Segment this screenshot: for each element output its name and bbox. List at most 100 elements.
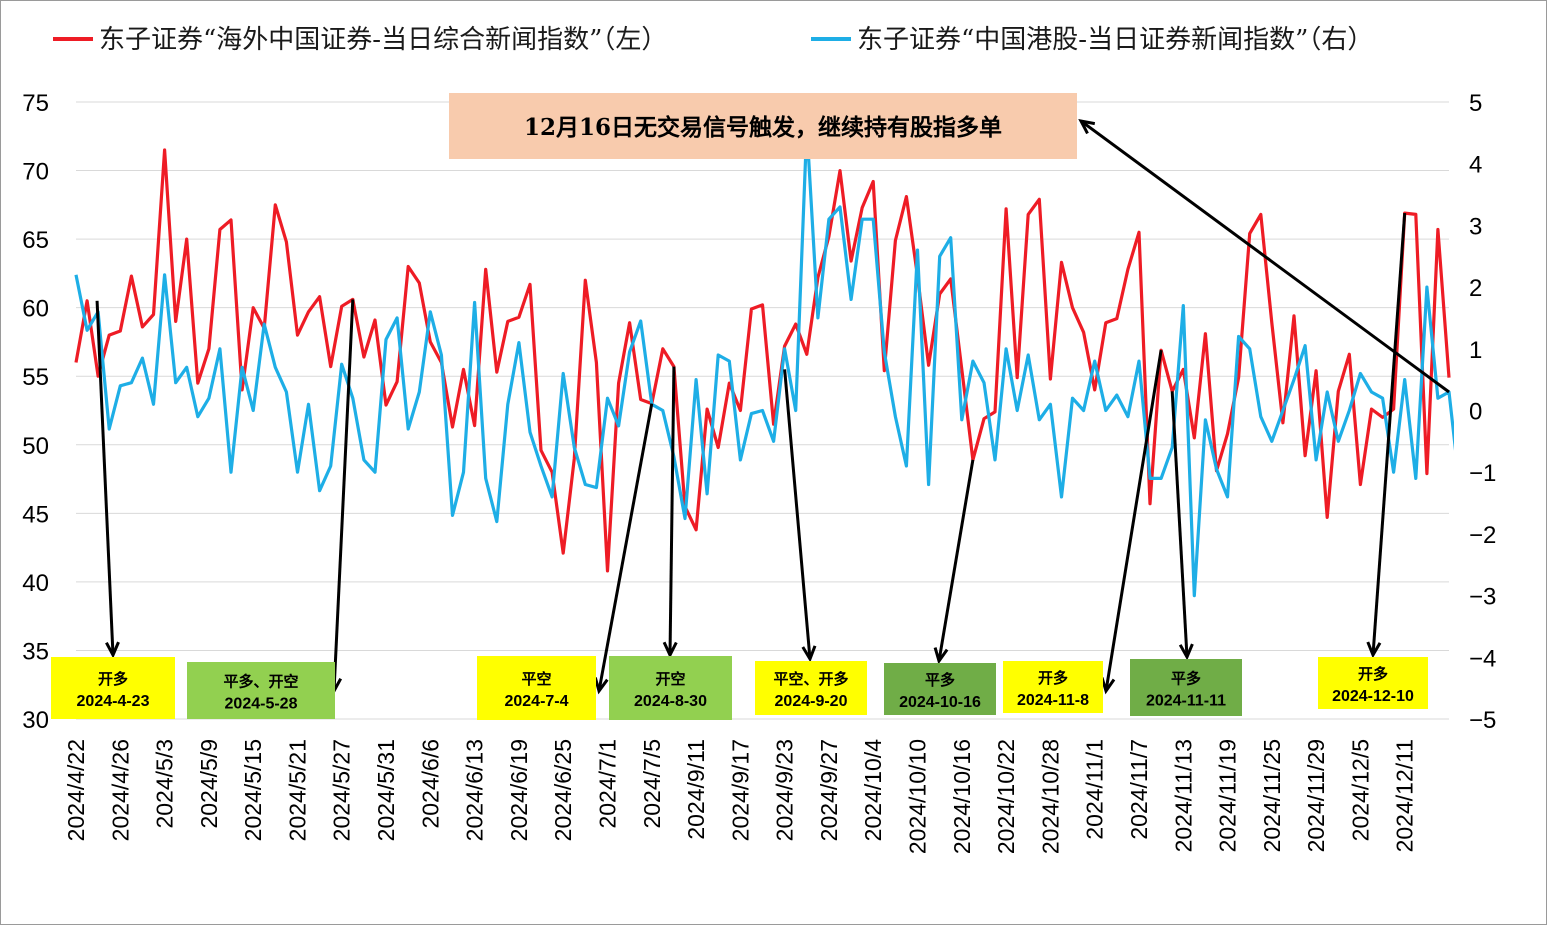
signal-date: 2024-9-20 <box>775 693 848 710</box>
signal-arrow-line <box>1080 119 1450 394</box>
signal-arrow <box>95 300 120 659</box>
y-right-tick-label: 5 <box>1469 90 1482 117</box>
signal-date: 2024-11-8 <box>1017 692 1089 709</box>
signal-box: 平多 2024-10-16 <box>884 663 996 715</box>
signal-action: 平多、开空 <box>223 673 298 691</box>
signal-box: 开多 2024-4-23 <box>51 657 175 719</box>
signal-arrow <box>662 366 678 659</box>
y-right-tick-label: −1 <box>1469 460 1496 487</box>
x-tick-label: 2024/11/29 <box>1303 739 1329 852</box>
signal-arrow <box>1078 118 1450 394</box>
signal-box-bg <box>477 656 596 720</box>
signal-box-bg <box>1003 661 1103 713</box>
x-tick-label: 2024/5/15 <box>240 739 266 841</box>
y-right-tick-label: 1 <box>1469 337 1482 364</box>
signal-box-bg <box>1318 657 1428 709</box>
x-tick-label: 2024/10/22 <box>993 739 1019 854</box>
signal-box: 开空 2024-8-30 <box>609 656 732 720</box>
x-tick-label: 2024/12/11 <box>1392 739 1418 852</box>
signal-arrow-head <box>105 641 120 659</box>
signal-arrow <box>1100 349 1163 695</box>
series-line-right <box>74 125 1454 598</box>
x-tick-label: 2024/11/13 <box>1170 739 1196 852</box>
y-left-tick-label: 75 <box>22 90 49 117</box>
signal-arrow-line <box>1371 212 1407 656</box>
signal-arrows <box>95 118 1450 695</box>
signal-arrow-head <box>933 647 949 665</box>
x-tick-label: 2024/9/11 <box>683 739 709 840</box>
y-right-tick-label: −5 <box>1469 707 1496 734</box>
y-right-tick-label: −4 <box>1469 645 1496 672</box>
x-tick-label: 2024/6/19 <box>506 739 532 841</box>
signal-arrow-head <box>1100 677 1116 695</box>
y-right-tick-label: −2 <box>1469 522 1496 549</box>
y-right-tick-label: −3 <box>1469 584 1496 611</box>
x-axis: 2024/4/22 2024/4/26 2024/5/3 2024/5/9 2024/5… <box>63 718 1449 854</box>
signal-action: 开空 <box>655 670 685 688</box>
signal-action: 平空 <box>521 670 551 688</box>
signal-action: 平多 <box>1171 670 1201 688</box>
annotation: 12月16日无交易信号触发，继续持有股指多单 <box>449 93 1077 159</box>
y-right-tick-label: 3 <box>1469 213 1482 240</box>
y-left-tick-label: 55 <box>22 364 49 391</box>
signal-box-bg <box>51 657 175 719</box>
y-left-tick-label: 30 <box>22 707 49 734</box>
signal-box-bg <box>187 662 335 719</box>
x-tick-label: 2024/5/21 <box>285 739 311 841</box>
signal-box-bg <box>609 656 732 720</box>
x-tick-label: 2024/10/4 <box>860 739 886 842</box>
signal-date: 2024-12-10 <box>1332 688 1414 705</box>
x-tick-label: 2024/7/5 <box>639 739 665 829</box>
x-tick-label: 2024/5/31 <box>373 739 399 841</box>
signal-arrow-head <box>1178 643 1194 661</box>
signal-date: 2024-10-16 <box>899 694 981 711</box>
y-axis-right: −5 −4 −3 −2 −1 0 1 2 3 4 5 <box>1469 90 1496 734</box>
x-tick-label: 2024/10/10 <box>905 739 931 854</box>
x-tick-label: 2024/12/5 <box>1347 739 1373 841</box>
signal-boxes: 开多 2024-4-23 平多、开空 2024-5-28 平空 2024-7-4 开空 202… <box>51 656 1428 720</box>
y-left-tick-label: 70 <box>22 159 49 186</box>
x-tick-label: 2024/10/28 <box>1037 739 1063 854</box>
x-tick-label: 2024/6/6 <box>417 739 443 829</box>
signal-arrow-line <box>332 299 355 692</box>
signal-box: 平多、开空 2024-5-28 <box>187 662 335 719</box>
signal-arrow <box>783 369 817 663</box>
signal-arrow-head <box>1078 118 1096 135</box>
y-left-tick-label: 40 <box>22 570 49 597</box>
x-tick-label: 2024/11/1 <box>1082 739 1108 840</box>
signal-arrow-head <box>662 641 678 659</box>
x-tick-label: 2024/9/23 <box>772 739 798 841</box>
signal-box: 平多 2024-11-11 <box>1130 659 1242 716</box>
signal-action: 开多 <box>1358 665 1388 683</box>
y-right-tick-label: 2 <box>1469 275 1482 302</box>
x-tick-label: 2024/6/25 <box>550 739 576 841</box>
signal-arrow-line <box>937 459 975 662</box>
legend-label-right: 东子证券“中国港股-当日证券新闻指数”（右） <box>857 25 1373 55</box>
signal-date: 2024-11-11 <box>1146 693 1226 710</box>
signal-box: 平空、开多 2024-9-20 <box>755 661 867 715</box>
series-line-left <box>74 148 1451 573</box>
signal-date: 2024-4-23 <box>77 693 150 710</box>
signal-arrow <box>933 459 975 665</box>
y-left-tick-label: 45 <box>22 501 49 528</box>
y-left-tick-label: 50 <box>22 433 49 460</box>
y-right-tick-label: 0 <box>1469 399 1482 426</box>
signal-arrow-line <box>95 300 115 656</box>
legend: 东子证券“海外中国证券-当日综合新闻指数”（左） 东子证券“中国港股-当日证券新… <box>53 25 1373 55</box>
signal-action: 平空、开多 <box>773 670 848 688</box>
signal-box-bg <box>884 663 996 715</box>
y-left-tick-label: 65 <box>22 227 49 254</box>
x-tick-label: 2024/10/16 <box>949 739 975 854</box>
y-left-tick-label: 35 <box>22 638 49 665</box>
signal-arrow-line <box>597 403 654 692</box>
signal-box: 开多 2024-12-10 <box>1318 657 1428 709</box>
signal-arrow <box>1366 212 1407 659</box>
signal-arrow-line <box>1170 391 1189 658</box>
x-tick-label: 2024/5/3 <box>152 739 178 829</box>
y-right-tick-label: 4 <box>1469 152 1482 179</box>
signal-box: 开多 2024-11-8 <box>1003 661 1103 713</box>
signal-action: 开多 <box>1038 669 1068 687</box>
signal-date: 2024-8-30 <box>634 693 707 710</box>
legend-label-left: 东子证券“海外中国证券-当日综合新闻指数”（左） <box>99 25 667 55</box>
